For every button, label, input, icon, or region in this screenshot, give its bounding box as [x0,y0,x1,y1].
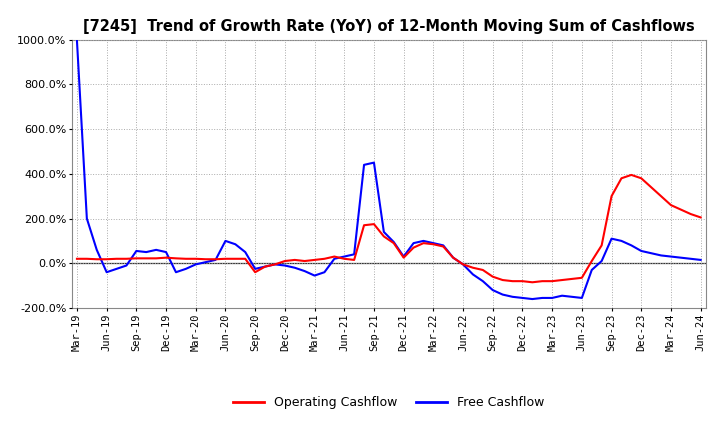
Title: [7245]  Trend of Growth Rate (YoY) of 12-Month Moving Sum of Cashflows: [7245] Trend of Growth Rate (YoY) of 12-… [83,19,695,34]
Legend: Operating Cashflow, Free Cashflow: Operating Cashflow, Free Cashflow [228,392,550,414]
